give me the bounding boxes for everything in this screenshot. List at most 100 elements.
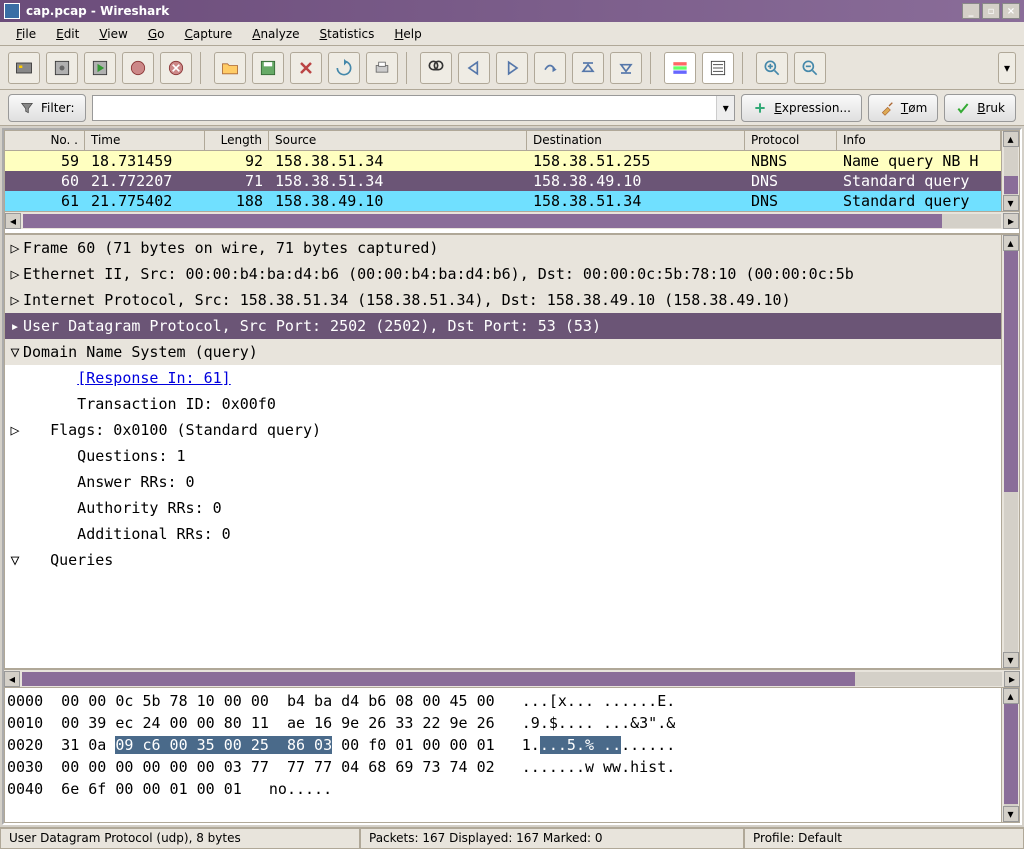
overflow-icon[interactable]: ▾ [998,52,1016,84]
column-header-info[interactable]: Info [837,131,1001,150]
filter-dropdown-icon[interactable]: ▾ [716,96,734,120]
table-row[interactable]: 5918.73145992158.38.51.34158.38.51.255NB… [5,151,1001,171]
scroll-up-icon[interactable]: ▴ [1003,235,1019,251]
column-header-time[interactable]: Time [85,131,205,150]
zoom-in-icon[interactable] [756,52,788,84]
print-icon[interactable] [366,52,398,84]
detail-row[interactable]: ▷Ethernet II, Src: 00:00:b4:ba:d4:b6 (00… [5,261,1001,287]
packet-list-header: No. . Time Length Source Destination Pro… [5,131,1001,151]
detail-row[interactable]: Additional RRs: 0 [5,521,1001,547]
scroll-down-icon[interactable]: ▾ [1003,806,1019,822]
plus-icon [752,100,768,116]
detail-row[interactable]: ▷ Flags: 0x0100 (Standard query) [5,417,1001,443]
filter-input[interactable] [93,96,717,120]
menu-item-capture[interactable]: Capture [176,25,240,43]
table-row[interactable]: 6021.77220771158.38.51.34158.38.49.10DNS… [5,171,1001,191]
menu-item-edit[interactable]: Edit [48,25,87,43]
broom-icon [879,100,895,116]
colorize-icon[interactable] [664,52,696,84]
go-first-icon[interactable] [572,52,604,84]
menu-item-help[interactable]: Help [386,25,429,43]
clear-label: Tøm [901,101,927,115]
find-icon[interactable] [420,52,452,84]
column-header-no[interactable]: No. . [5,131,85,150]
detail-row[interactable]: Questions: 1 [5,443,1001,469]
interfaces-icon[interactable] [8,52,40,84]
save-icon[interactable] [252,52,284,84]
scroll-left-icon[interactable]: ◂ [5,213,21,229]
stop-capture-icon[interactable] [122,52,154,84]
detail-row[interactable]: ▷Internet Protocol, Src: 158.38.51.34 (1… [5,287,1001,313]
minimize-button[interactable]: _ [962,3,980,19]
scroll-up-icon[interactable]: ▴ [1003,688,1019,704]
apply-label: Bruk [977,101,1005,115]
scroll-down-icon[interactable]: ▾ [1003,652,1019,668]
menu-item-go[interactable]: Go [140,25,173,43]
filter-label: Filter: [41,101,75,115]
options-icon[interactable] [46,52,78,84]
start-capture-icon[interactable] [84,52,116,84]
filter-toolbar: Filter: ▾ EExpression...xpression... Tøm… [0,90,1024,126]
menubar: FileEditView GoCaptureAnalyze StatisticsHe… [0,22,1024,46]
status-middle: Packets: 167 Displayed: 167 Marked: 0 [360,828,744,849]
window-buttons: _ ▫ × [962,3,1020,19]
zoom-out-icon[interactable] [794,52,826,84]
filter-input-combo: ▾ [92,95,736,121]
titlebar: cap.pcap - Wireshark _ ▫ × [0,0,1024,22]
packet-bytes-pane: 0000 00 00 0c 5b 78 10 00 00 b4 ba d4 b6… [4,687,1020,823]
hex-vscroll[interactable]: ▴ ▾ [1001,688,1019,822]
menu-item-file[interactable]: File [8,25,44,43]
menu-item-analyze[interactable]: Analyze [244,25,307,43]
packet-list-vscroll[interactable]: ▴ ▾ [1001,131,1019,211]
detail-row[interactable]: ▷Frame 60 (71 bytes on wire, 71 bytes ca… [5,235,1001,261]
go-back-icon[interactable] [458,52,490,84]
menu-item-statistics[interactable]: Statistics [312,25,383,43]
restart-capture-icon[interactable] [160,52,192,84]
go-forward-icon[interactable] [496,52,528,84]
close-file-icon[interactable] [290,52,322,84]
filter-button[interactable]: Filter: [8,94,86,122]
detail-row[interactable]: ▸User Datagram Protocol, Src Port: 2502 … [5,313,1001,339]
column-header-protocol[interactable]: Protocol [745,131,837,150]
scroll-left-icon[interactable]: ◂ [4,671,20,687]
scroll-up-icon[interactable]: ▴ [1003,131,1019,147]
details-hscroll[interactable]: ◂ ▸ [4,669,1020,687]
details-vscroll[interactable]: ▴ ▾ [1001,235,1019,668]
go-last-icon[interactable] [610,52,642,84]
clear-button[interactable]: Tøm [868,94,938,122]
window-title: cap.pcap - Wireshark [26,4,169,18]
column-header-length[interactable]: Length [205,131,269,150]
menu-item-view[interactable]: View [91,25,135,43]
go-to-icon[interactable] [534,52,566,84]
status-left: User Datagram Protocol (udp), 8 bytes [0,828,360,849]
scroll-right-icon[interactable]: ▸ [1003,213,1019,229]
check-icon [955,100,971,116]
app-icon [4,3,20,19]
scroll-down-icon[interactable]: ▾ [1003,195,1019,211]
packet-list-hscroll[interactable]: ◂ ▸ [5,211,1019,229]
apply-button[interactable]: Bruk [944,94,1016,122]
scroll-right-icon[interactable]: ▸ [1004,671,1020,687]
reload-icon[interactable] [328,52,360,84]
detail-row[interactable]: [Response In: 61] [5,365,1001,391]
column-header-source[interactable]: Source [269,131,527,150]
detail-row[interactable]: Authority RRs: 0 [5,495,1001,521]
packet-list-pane: No. . Time Length Source Destination Pro… [4,130,1020,234]
table-row[interactable]: 6121.775402188158.38.49.10158.38.51.34DN… [5,191,1001,211]
main-toolbar: ▾ [0,46,1024,90]
autoscroll-icon[interactable] [702,52,734,84]
detail-row[interactable]: ▽ Queries [5,547,1001,573]
status-bar: User Datagram Protocol (udp), 8 bytes Pa… [0,827,1024,849]
expression-button[interactable]: EExpression...xpression... [741,94,862,122]
packet-details-pane: ▷Frame 60 (71 bytes on wire, 71 bytes ca… [4,234,1020,669]
detail-row[interactable]: Transaction ID: 0x00f0 [5,391,1001,417]
open-icon[interactable] [214,52,246,84]
column-header-destination[interactable]: Destination [527,131,745,150]
filter-icon [19,100,35,116]
expression-label: EExpression...xpression... [774,101,851,115]
detail-row[interactable]: Answer RRs: 0 [5,469,1001,495]
detail-row[interactable]: ▽Domain Name System (query) [5,339,1001,365]
maximize-button[interactable]: ▫ [982,3,1000,19]
status-right: Profile: Default [744,828,1024,849]
close-button[interactable]: × [1002,3,1020,19]
